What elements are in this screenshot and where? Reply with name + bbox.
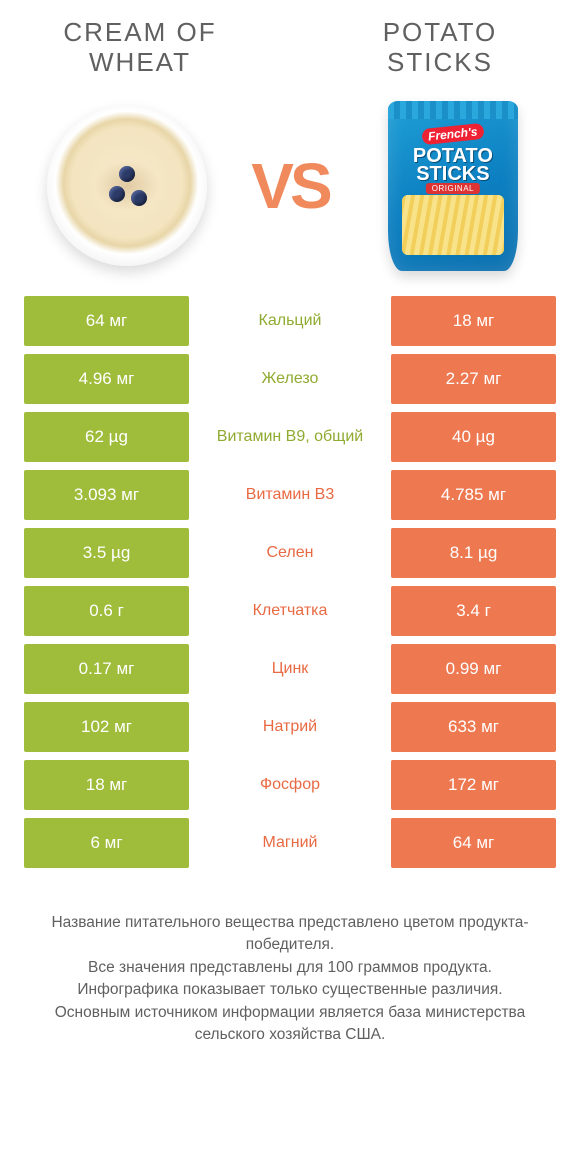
right-value: 8.1 µg	[391, 528, 556, 578]
footer-line: Основным источником информации является …	[30, 1002, 550, 1047]
table-row: 0.6 гКлетчатка3.4 г	[24, 586, 556, 636]
left-product-title: CREAM OFWHEAT	[20, 18, 260, 78]
nutrient-label: Витамин B3	[189, 470, 391, 520]
right-value: 3.4 г	[391, 586, 556, 636]
left-value: 18 мг	[24, 760, 189, 810]
left-value: 3.093 мг	[24, 470, 189, 520]
footer-line: Все значения представлены для 100 граммо…	[30, 957, 550, 979]
left-value: 4.96 мг	[24, 354, 189, 404]
image-row: VS French'sPOTATOSTICKS ORIGINAL	[0, 86, 580, 296]
right-value: 633 мг	[391, 702, 556, 752]
right-value: 18 мг	[391, 296, 556, 346]
right-value: 64 мг	[391, 818, 556, 868]
vs-label: VS	[251, 149, 328, 223]
nutrient-label: Селен	[189, 528, 391, 578]
right-value: 2.27 мг	[391, 354, 556, 404]
footer-notes: Название питательного вещества представл…	[0, 876, 580, 1047]
nutrient-label: Натрий	[189, 702, 391, 752]
left-value: 0.6 г	[24, 586, 189, 636]
table-row: 0.17 мгЦинк0.99 мг	[24, 644, 556, 694]
left-value: 102 мг	[24, 702, 189, 752]
left-value: 64 мг	[24, 296, 189, 346]
header: CREAM OFWHEAT POTATOSTICKS	[0, 0, 580, 86]
table-row: 62 µgВитамин B9, общий40 µg	[24, 412, 556, 462]
left-value: 3.5 µg	[24, 528, 189, 578]
right-product-title: POTATOSTICKS	[320, 18, 560, 78]
right-value: 172 мг	[391, 760, 556, 810]
table-row: 4.96 мгЖелезо2.27 мг	[24, 354, 556, 404]
right-value: 4.785 мг	[391, 470, 556, 520]
table-row: 64 мгКальций18 мг	[24, 296, 556, 346]
nutrient-label: Кальций	[189, 296, 391, 346]
potato-sticks-icon: French'sPOTATOSTICKS ORIGINAL	[388, 101, 518, 271]
nutrient-label: Железо	[189, 354, 391, 404]
left-value: 62 µg	[24, 412, 189, 462]
left-product-image	[37, 96, 217, 276]
footer-line: Инфографика показывает только существенн…	[30, 979, 550, 1001]
nutrient-label: Фосфор	[189, 760, 391, 810]
table-row: 3.093 мгВитамин B34.785 мг	[24, 470, 556, 520]
right-product-image: French'sPOTATOSTICKS ORIGINAL	[363, 96, 543, 276]
table-row: 102 мгНатрий633 мг	[24, 702, 556, 752]
comparison-table: 64 мгКальций18 мг4.96 мгЖелезо2.27 мг62 …	[0, 296, 580, 868]
table-row: 18 мгФосфор172 мг	[24, 760, 556, 810]
nutrient-label: Клетчатка	[189, 586, 391, 636]
right-value: 0.99 мг	[391, 644, 556, 694]
left-value: 6 мг	[24, 818, 189, 868]
nutrient-label: Витамин B9, общий	[189, 412, 391, 462]
table-row: 3.5 µgСелен8.1 µg	[24, 528, 556, 578]
nutrient-label: Магний	[189, 818, 391, 868]
footer-line: Название питательного вещества представл…	[30, 912, 550, 957]
left-value: 0.17 мг	[24, 644, 189, 694]
nutrient-label: Цинк	[189, 644, 391, 694]
table-row: 6 мгМагний64 мг	[24, 818, 556, 868]
right-value: 40 µg	[391, 412, 556, 462]
cream-of-wheat-icon	[47, 106, 207, 266]
